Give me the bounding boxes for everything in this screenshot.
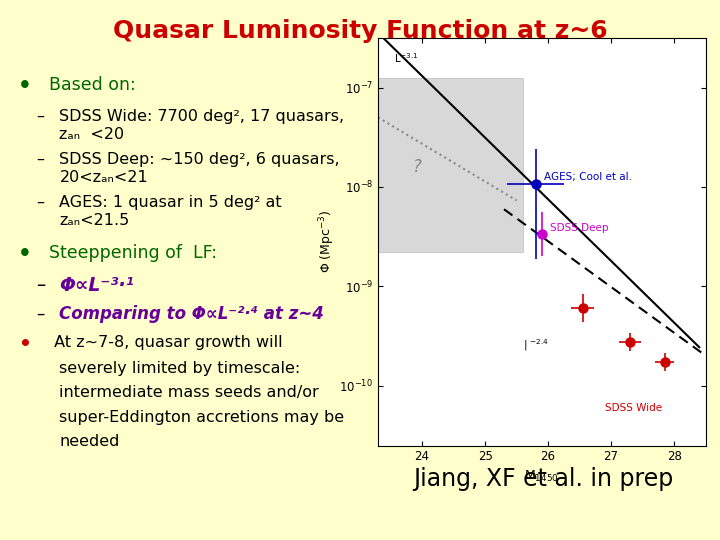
Text: •: • [18, 76, 32, 96]
Text: zₐₙ<21.5: zₐₙ<21.5 [59, 213, 130, 228]
Text: ?: ? [413, 158, 421, 176]
Text: –: – [36, 152, 44, 167]
Text: Steeppening of  LF:: Steeppening of LF: [49, 244, 217, 262]
Text: super-Eddington accretions may be: super-Eddington accretions may be [59, 410, 345, 424]
Text: AGES; Cool et al.: AGES; Cool et al. [544, 172, 631, 182]
Text: –: – [36, 109, 44, 124]
Text: 20<zₐₙ<21: 20<zₐₙ<21 [59, 171, 148, 185]
Bar [378, 78, 523, 252]
Text: Jiang, XF et al. in prep: Jiang, XF et al. in prep [413, 467, 674, 491]
Text: AGES: 1 quasar in 5 deg² at: AGES: 1 quasar in 5 deg² at [59, 195, 282, 210]
Text: zₐₙ  <20: zₐₙ <20 [59, 127, 125, 143]
Text: –: – [36, 305, 45, 323]
Text: intermediate mass seeds and/or: intermediate mass seeds and/or [59, 386, 319, 400]
X-axis label: M$_{1450}$: M$_{1450}$ [524, 469, 559, 484]
Y-axis label: Φ (Mpc$^{-3}$): Φ (Mpc$^{-3}$) [317, 210, 336, 273]
Text: SDSS Wide: 7700 deg², 17 quasars,: SDSS Wide: 7700 deg², 17 quasars, [59, 109, 345, 124]
Text: L$^{-3.1}$: L$^{-3.1}$ [394, 51, 418, 65]
Text: •: • [18, 244, 32, 264]
Text: •: • [18, 335, 31, 354]
Text: Based on:: Based on: [49, 76, 135, 94]
Text: Quasar Luminosity Function at z~6: Quasar Luminosity Function at z~6 [113, 19, 607, 43]
Text: Comparing to Φ∝L⁻²·⁴ at z~4: Comparing to Φ∝L⁻²·⁴ at z~4 [59, 305, 324, 323]
Text: severely limited by timescale:: severely limited by timescale: [59, 361, 301, 376]
Text: Φ∝L⁻³·¹: Φ∝L⁻³·¹ [59, 276, 134, 295]
Text: SDSS Deep: ~150 deg², 6 quasars,: SDSS Deep: ~150 deg², 6 quasars, [59, 152, 340, 167]
Text: | $^{-2.4}$: | $^{-2.4}$ [523, 337, 549, 353]
Text: –: – [36, 195, 44, 210]
Text: SDSS Deep: SDSS Deep [550, 222, 608, 233]
Text: SDSS Wide: SDSS Wide [605, 403, 662, 413]
Text: At z~7-8, quasar growth will: At z~7-8, quasar growth will [49, 335, 282, 350]
Text: –: – [36, 276, 45, 295]
Text: needed: needed [59, 434, 120, 449]
